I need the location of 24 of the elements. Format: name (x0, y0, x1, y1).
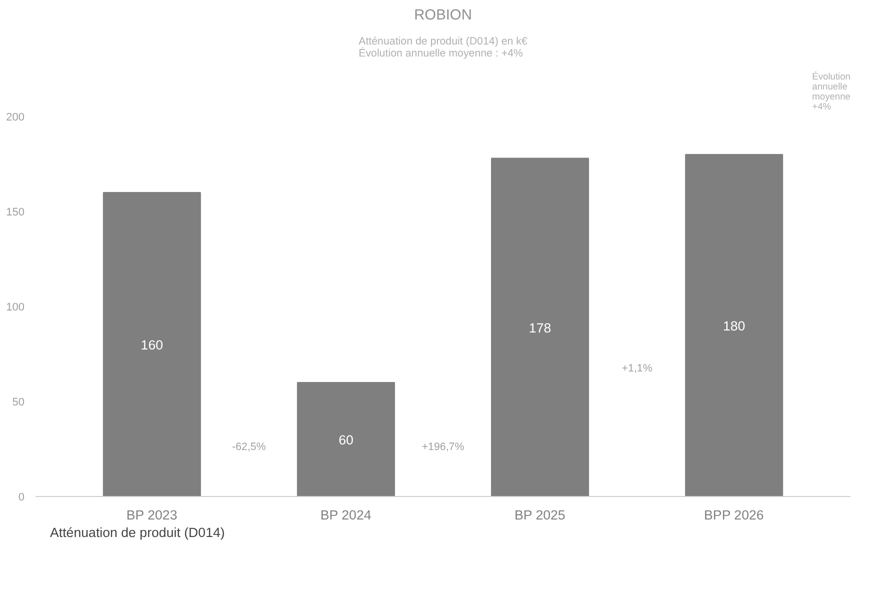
x-tick-label: BPP 2026 (704, 508, 764, 522)
annotation: +196,7% (422, 441, 465, 454)
annotation: +1,1% (622, 362, 653, 375)
text: Évolution annuelle moyenne +4% (812, 70, 850, 112)
text: Atténuation de produit (D014) (50, 525, 225, 540)
data-label: 60 (338, 432, 354, 448)
y-tick-label: 150 (6, 206, 25, 218)
x-tick-label: BP 2023 (126, 508, 178, 522)
bar (491, 158, 590, 496)
chart-title: ROBION (414, 8, 472, 24)
data-label: 160 (140, 338, 164, 352)
data-label: 178 (528, 320, 552, 336)
data-label: 180 (722, 318, 746, 334)
annotation: -62,5% (232, 441, 266, 454)
x-tick-label: BP 2025 (514, 508, 566, 522)
x-tick-label: BP 2024 (320, 508, 372, 522)
y-tick-label: 0 (18, 492, 25, 504)
bar (296, 382, 395, 496)
y-tick-label: 50 (12, 396, 25, 408)
bar (685, 154, 784, 496)
y-tick-label: 200 (6, 112, 25, 124)
bar (102, 192, 201, 496)
y-tick-label: 100 (6, 302, 25, 314)
chart-subtitle: Atténuation de produit (D014) en k€ Évolution annuelle moyenne : +4% (358, 36, 528, 60)
